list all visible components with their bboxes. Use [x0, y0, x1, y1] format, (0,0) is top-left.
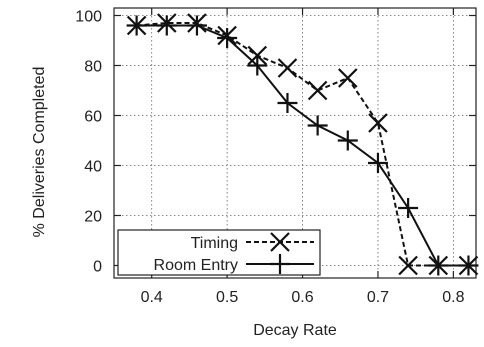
- data-point-room-entry: [367, 153, 388, 173]
- data-point-room-entry: [337, 130, 358, 151]
- legend-label-timing: Timing: [191, 235, 238, 252]
- data-point-room-entry: [307, 115, 328, 136]
- legend-box: [117, 229, 321, 276]
- plot-area-frame: [113, 7, 477, 279]
- data-point-room-entry: [217, 28, 238, 48]
- y-tick-label: 80: [84, 59, 102, 76]
- x-tick-label: 0.4: [141, 289, 163, 306]
- legend-marker-timing: [270, 232, 290, 252]
- x-tick-label: 0.6: [291, 289, 313, 306]
- y-axis-title: % Deliveries Completed: [31, 67, 48, 238]
- legend-swatches: [246, 232, 314, 274]
- marker-timing: [277, 58, 298, 78]
- y-tick-label: 40: [84, 159, 102, 176]
- x-tick-label: 0.8: [442, 289, 464, 306]
- y-tick-label: 100: [75, 9, 102, 26]
- x-tick-label: 0.7: [367, 289, 389, 306]
- y-tick-label: 20: [84, 209, 102, 226]
- axis-ticks: 0.4 0.5 0.6 0.7 0.8 0 20 40 60 80 100: [75, 8, 476, 306]
- data-point-room-entry: [156, 15, 177, 36]
- x-tick-label: 0.5: [216, 289, 238, 306]
- series-layer: [126, 13, 479, 276]
- series-line-timing: [136, 22, 469, 267]
- data-point-timing: [277, 58, 298, 78]
- legend-label-room-entry: Room Entry: [154, 257, 238, 274]
- x-axis-title: Decay Rate: [253, 322, 337, 339]
- marker-timing: [307, 80, 328, 101]
- marker-timing: [338, 68, 358, 88]
- marker-timing: [368, 113, 388, 133]
- data-point-room-entry: [186, 15, 207, 36]
- data-point-timing: [307, 80, 328, 101]
- data-point-timing: [368, 113, 388, 133]
- data-point-room-entry: [458, 255, 479, 276]
- marker-timing: [398, 255, 418, 276]
- data-point-room-entry: [428, 255, 449, 276]
- data-point-timing: [398, 255, 418, 276]
- data-point-timing: [338, 68, 358, 88]
- data-point-room-entry: [277, 93, 298, 113]
- data-point-room-entry: [126, 15, 147, 36]
- y-tick-label: 60: [84, 109, 102, 126]
- data-point-room-entry: [398, 198, 419, 218]
- legend: Timing Room Entry: [117, 229, 321, 276]
- y-tick-label: 0: [93, 259, 102, 276]
- data-point-room-entry: [247, 55, 268, 76]
